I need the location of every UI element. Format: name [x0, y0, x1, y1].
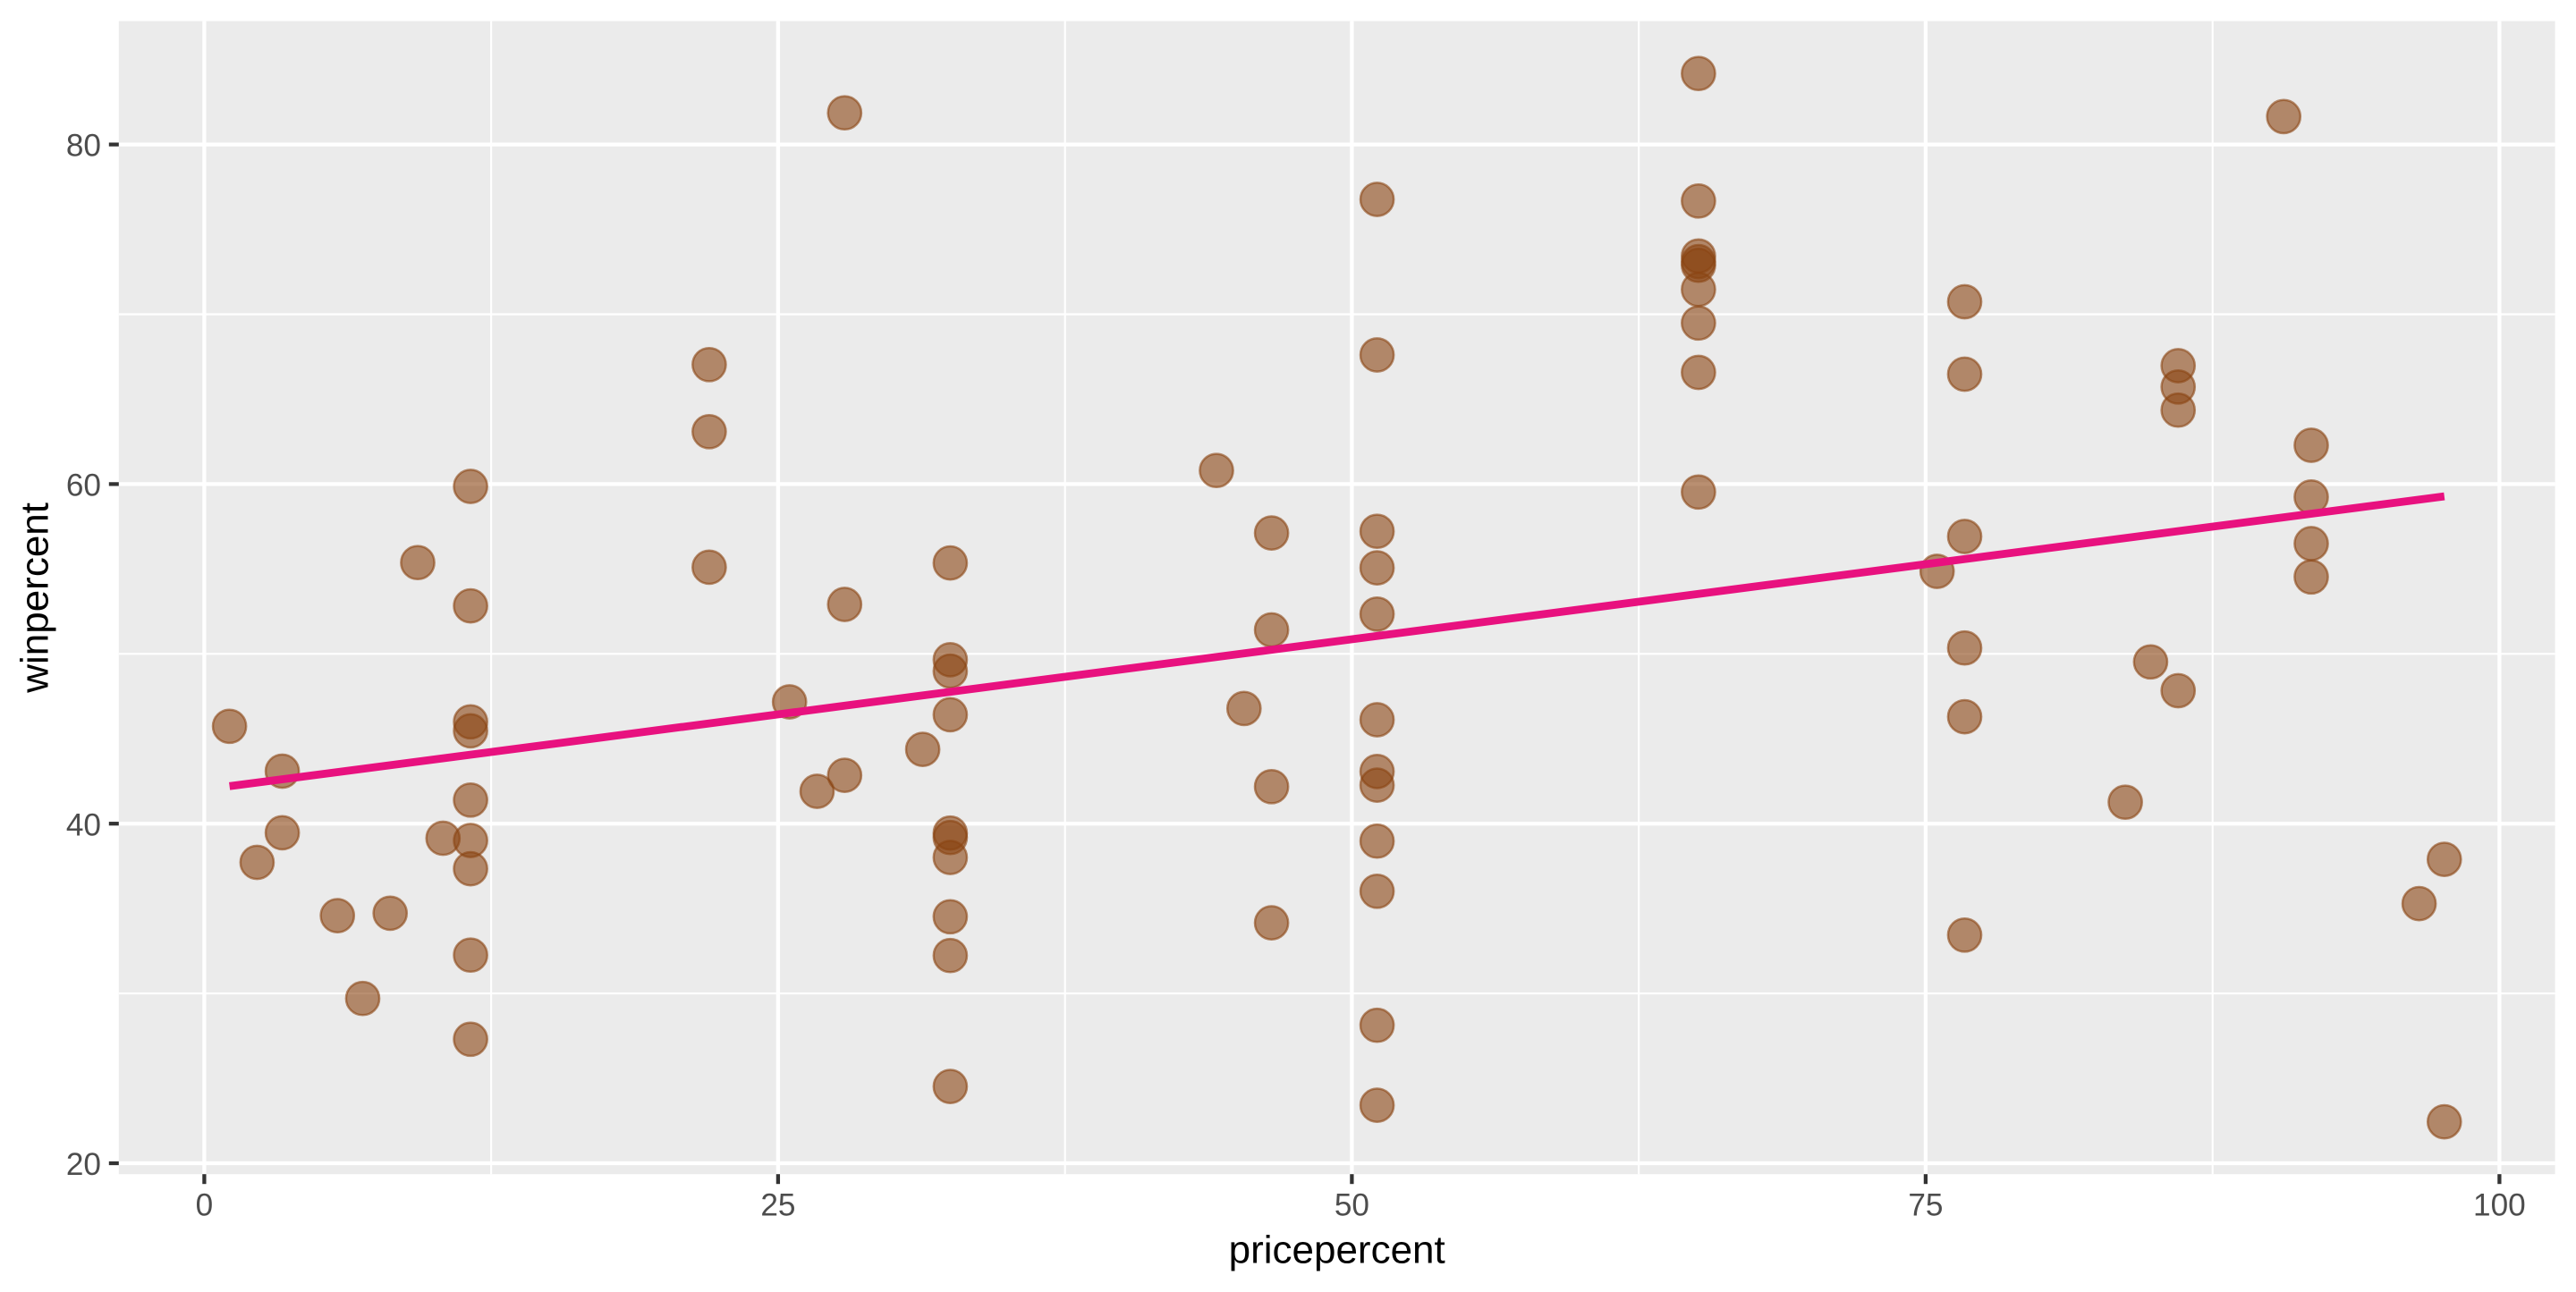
svg-text:25: 25: [760, 1187, 795, 1222]
svg-text:75: 75: [1908, 1187, 1943, 1222]
svg-text:winpercent: winpercent: [13, 502, 56, 694]
svg-text:40: 40: [66, 807, 101, 842]
svg-text:50: 50: [1335, 1187, 1369, 1222]
svg-text:pricepercent: pricepercent: [1229, 1229, 1445, 1272]
svg-text:20: 20: [66, 1147, 101, 1182]
svg-text:0: 0: [196, 1187, 214, 1222]
svg-text:100: 100: [2473, 1187, 2526, 1222]
svg-text:60: 60: [66, 469, 101, 503]
svg-text:80: 80: [66, 129, 101, 164]
